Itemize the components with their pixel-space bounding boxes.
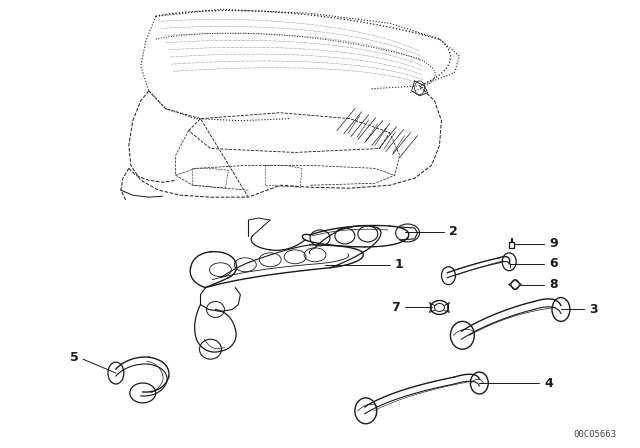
Text: 5: 5 <box>70 351 79 364</box>
Text: 00C05663: 00C05663 <box>573 430 616 439</box>
Text: 2: 2 <box>449 225 458 238</box>
Text: 7: 7 <box>391 301 399 314</box>
Text: 9: 9 <box>549 237 557 250</box>
Ellipse shape <box>396 224 420 242</box>
Text: 8: 8 <box>549 278 557 291</box>
Text: 4: 4 <box>544 376 553 389</box>
Text: 6: 6 <box>549 257 557 270</box>
Text: 3: 3 <box>589 303 598 316</box>
Text: 1: 1 <box>395 258 403 271</box>
